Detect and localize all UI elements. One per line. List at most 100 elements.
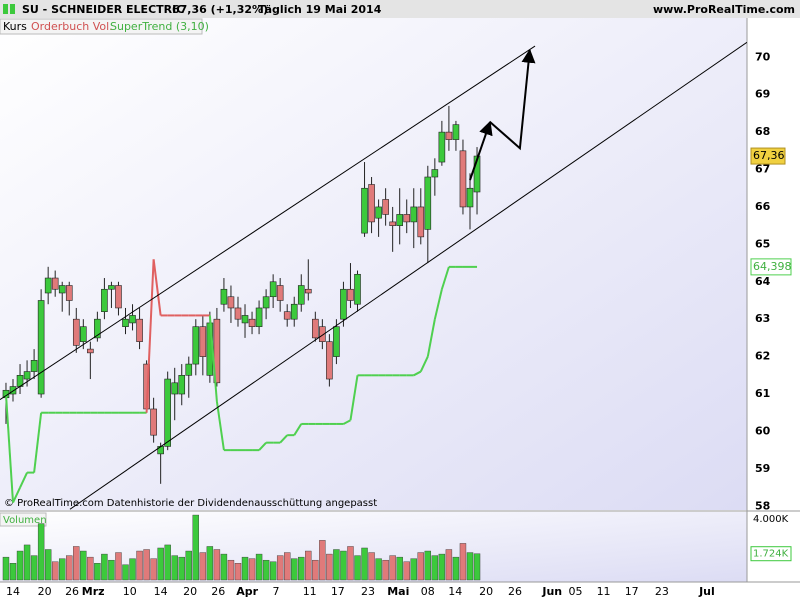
volume-bar bbox=[424, 550, 432, 581]
volume-bar bbox=[368, 552, 375, 581]
candle-body bbox=[396, 214, 403, 226]
volume-box bbox=[750, 546, 792, 562]
volume-bar bbox=[255, 553, 263, 581]
volume-bar bbox=[94, 563, 101, 581]
last-price-box bbox=[750, 147, 786, 165]
arrow bbox=[489, 48, 536, 151]
footer: © ProRealTime.com Datenhistorie der Divi… bbox=[4, 498, 377, 509]
volume-bar bbox=[445, 549, 453, 581]
candle-body bbox=[72, 318, 80, 346]
supertrend-segment bbox=[342, 419, 351, 425]
volume-bar bbox=[452, 556, 460, 581]
candle-body bbox=[44, 277, 52, 294]
volume-bar bbox=[410, 558, 417, 581]
candle-body bbox=[319, 326, 326, 342]
candle-body bbox=[403, 214, 411, 223]
y-tick-label: 70 bbox=[755, 50, 771, 63]
candle-body bbox=[297, 285, 305, 305]
candle-body bbox=[136, 318, 143, 342]
volume-bar bbox=[30, 555, 38, 581]
supertrend-segment bbox=[33, 412, 43, 473]
candle-body bbox=[410, 206, 418, 223]
candle-body bbox=[65, 285, 73, 301]
x-tick-label: 11 bbox=[597, 585, 611, 598]
volume-bar bbox=[473, 553, 481, 581]
x-tick-label: 23 bbox=[361, 585, 375, 598]
volume-bar bbox=[283, 552, 291, 581]
supertrend-segment bbox=[215, 401, 225, 451]
volume-bar bbox=[354, 555, 361, 581]
volume-bar bbox=[276, 555, 284, 581]
volume-bar bbox=[87, 556, 94, 581]
candle-body bbox=[185, 363, 193, 376]
y-tick-label: 69 bbox=[755, 88, 770, 101]
y-tick-label: 58 bbox=[755, 499, 770, 512]
x-tick-label: 20 bbox=[479, 585, 493, 598]
icon bbox=[3, 4, 8, 14]
x-tick-label: 08 bbox=[421, 585, 435, 598]
volume-bar bbox=[80, 550, 87, 581]
header-bar bbox=[0, 0, 800, 18]
tab[interactable]: Orderbuch Vol. bbox=[31, 20, 113, 33]
volume-bar bbox=[248, 558, 256, 581]
volume-label: 1.724K bbox=[753, 549, 789, 560]
supertrend-segment bbox=[440, 266, 450, 290]
volume-bar bbox=[150, 558, 157, 581]
volume-bar bbox=[171, 555, 178, 581]
volume-bar bbox=[361, 547, 368, 581]
candle-body bbox=[417, 206, 425, 238]
volume-bar bbox=[459, 543, 467, 581]
x-tick-label: Jul bbox=[698, 585, 715, 598]
x-tick-label: 20 bbox=[183, 585, 197, 598]
icon bbox=[10, 4, 15, 14]
candle-body bbox=[375, 206, 382, 219]
volume-bar bbox=[37, 523, 45, 581]
volume-bar bbox=[66, 555, 73, 581]
volume-bar bbox=[16, 550, 24, 581]
volume-bar bbox=[157, 547, 164, 581]
volume-bar bbox=[403, 561, 410, 581]
volume-bar bbox=[431, 555, 439, 581]
volume-bar bbox=[206, 546, 214, 581]
candle-body bbox=[354, 273, 361, 305]
volume-bar bbox=[164, 544, 171, 581]
candle-body bbox=[227, 296, 235, 309]
volume-bar bbox=[466, 552, 474, 581]
period: Täglich 19 Mai 2014 bbox=[258, 3, 382, 16]
x-tick-label: Jun bbox=[541, 585, 562, 598]
candle-body bbox=[438, 131, 446, 163]
volume-bar bbox=[192, 514, 200, 581]
y-tick-label: 59 bbox=[755, 462, 770, 475]
y-tick-label: 4.000K bbox=[753, 514, 789, 525]
volume-bar bbox=[269, 561, 277, 581]
quote: 67,36 (+1,32%) bbox=[172, 3, 268, 16]
volume-bar bbox=[9, 563, 17, 581]
y-tick-label: 64 bbox=[755, 275, 771, 288]
candle-body bbox=[9, 386, 17, 395]
symbol: SU - SCHNEIDER ELECTRIC bbox=[22, 3, 184, 16]
supertrend-segment bbox=[208, 315, 218, 402]
candle-body bbox=[452, 124, 460, 140]
x-tick-label: 05 bbox=[568, 585, 582, 598]
x-tick-label: 26 bbox=[211, 585, 225, 598]
tab[interactable]: SuperTrend (3,10) bbox=[110, 20, 209, 33]
x-tick-label: Apr bbox=[236, 585, 258, 598]
volume-tab bbox=[0, 512, 47, 527]
trendline bbox=[69, 41, 747, 510]
y-tick-label: 60 bbox=[755, 424, 771, 437]
volume-bar bbox=[326, 553, 333, 581]
volume-bar bbox=[213, 549, 221, 581]
volume-bar bbox=[291, 558, 298, 581]
y-tick-label: 63 bbox=[755, 312, 770, 325]
volume-bar bbox=[305, 550, 312, 581]
candle-body bbox=[101, 288, 108, 313]
candle-body bbox=[262, 296, 270, 309]
volume-bar bbox=[108, 559, 115, 581]
x-tick-label: 10 bbox=[123, 585, 137, 598]
candle-body bbox=[58, 285, 66, 294]
candle-body bbox=[304, 288, 312, 294]
tab[interactable]: Kurs bbox=[3, 20, 27, 33]
candle-body bbox=[290, 303, 298, 320]
y-tick-label: 65 bbox=[755, 237, 770, 250]
